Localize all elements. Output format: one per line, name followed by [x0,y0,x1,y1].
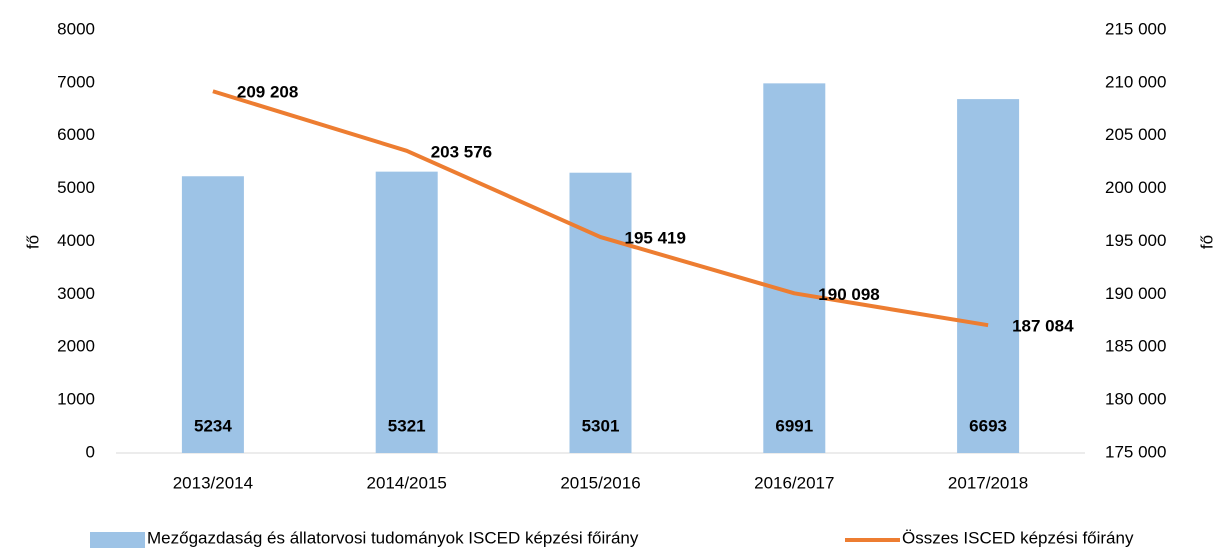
bar [181,176,244,453]
line-value-label: 209 208 [237,83,298,102]
y-tick-label: 1000 [57,390,95,409]
y-tick-label: 4000 [57,231,95,250]
x-tick-label: 2017/2018 [948,473,1028,492]
y2-tick-label: 190 000 [1105,284,1166,303]
bar [957,99,1020,453]
bar-value-label: 6991 [775,416,813,435]
y2-tick-label: 175 000 [1105,442,1166,461]
line-value-label: 195 419 [625,229,686,248]
bar-value-label: 5234 [194,416,232,435]
line-value-label: 187 084 [1012,317,1074,336]
y2-axis-label: fő [1197,235,1216,249]
line-value-label: 190 098 [818,285,879,304]
bar [569,172,632,453]
legend-swatch [90,532,145,548]
y-tick-label: 6000 [57,125,95,144]
y2-tick-label: 200 000 [1105,178,1166,197]
y-tick-label: 7000 [57,72,95,91]
x-tick-label: 2014/2015 [367,473,447,492]
bar-value-label: 6693 [969,416,1007,435]
y-tick-label: 0 [86,442,95,461]
y2-tick-label: 205 000 [1105,125,1166,144]
x-tick-label: 2015/2016 [560,473,640,492]
bar-value-label: 5321 [388,416,426,435]
y2-tick-label: 185 000 [1105,337,1166,356]
y2-tick-label: 215 000 [1105,19,1166,38]
bar-value-label: 5301 [582,416,620,435]
legend-label: Összes ISCED képzési főirány [902,528,1134,547]
line [212,89,989,328]
bar [375,171,438,453]
y2-tick-label: 180 000 [1105,390,1166,409]
y-tick-label: 2000 [57,337,95,356]
y2-tick-label: 210 000 [1105,72,1166,91]
y-tick-label: 8000 [57,19,95,38]
x-tick-label: 2013/2014 [173,473,253,492]
y-tick-label: 3000 [57,284,95,303]
y-tick-label: 5000 [57,178,95,197]
bar [763,83,826,453]
line-value-label: 203 576 [431,142,492,161]
x-tick-label: 2016/2017 [754,473,834,492]
legend-label: Mezőgazdaság és állatorvosi tudományok I… [147,528,639,547]
y2-tick-label: 195 000 [1105,231,1166,250]
y-axis-label: fő [23,235,42,249]
